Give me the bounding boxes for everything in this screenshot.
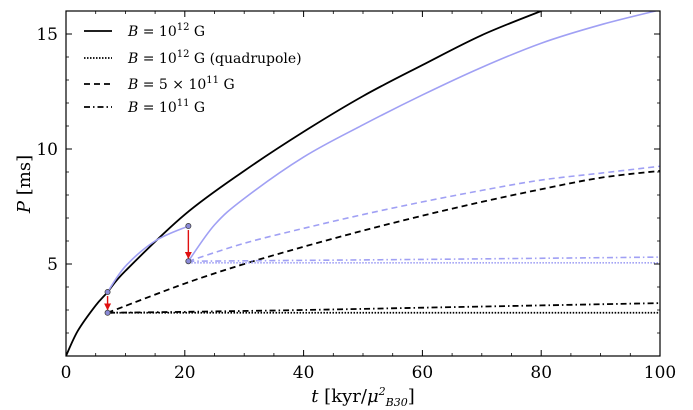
legend: B = 1012 G B = 1012 G (quadrupole) B = 5…: [84, 22, 302, 116]
legend-label-1: B = 1012 G: [127, 22, 205, 40]
x-tick-label: 40: [293, 363, 315, 383]
transition-end-point-2: [185, 258, 192, 265]
legend-label-4: B = 1011 G: [127, 98, 205, 116]
x-tick-label: 0: [61, 363, 72, 383]
legend-label-2: B = 1012 G (quadrupole): [127, 49, 302, 67]
transition-start-point-2: [185, 223, 192, 230]
x-tick-label: 80: [530, 363, 552, 383]
series-line-7: [188, 165, 660, 263]
x-tick-label: 20: [174, 363, 196, 383]
ticks-layer: 0 20 40 60 80 100 5 10 15: [36, 10, 676, 383]
plot-frame: [65, 10, 661, 357]
series-line-5: [106, 225, 189, 293]
series-line-9: [188, 256, 660, 263]
legend-label-3: B = 5 × 1011 G: [127, 75, 235, 93]
transition-end-point-1: [104, 309, 111, 316]
marker-layer: [104, 223, 192, 316]
y-tick-label: 5: [47, 255, 58, 275]
series-line-1: [66, 11, 544, 356]
x-axis-label: t [kyr/μ2B30]: [311, 385, 415, 409]
transition-start-point-1: [104, 289, 111, 296]
series-layer: [66, 11, 660, 356]
y-tick-label: 15: [36, 25, 58, 45]
series-line-3: [107, 169, 660, 314]
series-line-4: [107, 302, 660, 314]
plot-area: [66, 11, 660, 356]
series-line-6: [187, 11, 659, 262]
y-axis-label: P [ms]: [14, 155, 35, 214]
y-tick-label: 10: [36, 140, 58, 160]
x-tick-label: 60: [412, 363, 434, 383]
x-tick-label: 100: [644, 363, 676, 383]
